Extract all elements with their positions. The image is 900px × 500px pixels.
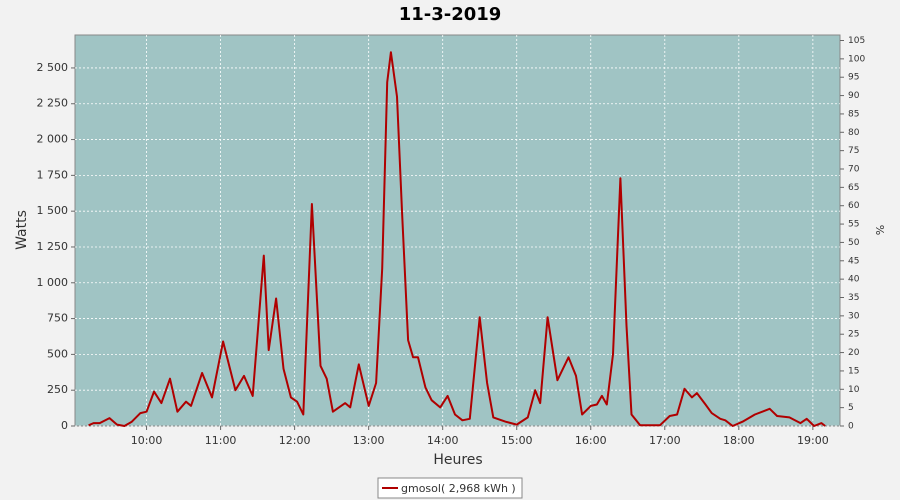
y-tick-label: 1 250 [37, 240, 69, 253]
x-tick-label: 10:00 [131, 434, 163, 447]
y2-tick-label: 15 [848, 366, 859, 376]
y-axis-label: Watts [14, 210, 30, 250]
x-axis-label: Heures [433, 452, 482, 468]
y2-tick-label: 100 [848, 54, 865, 64]
y-tick-label: 1 500 [37, 204, 69, 217]
y2-tick-label: 0 [848, 422, 854, 432]
y-tick-label: 750 [47, 312, 68, 325]
y-tick-label: 2 500 [37, 61, 69, 74]
y2-tick-label: 55 [848, 220, 859, 230]
y2-tick-label: 50 [848, 238, 860, 248]
x-tick-label: 14:00 [427, 434, 459, 447]
x-tick-label: 15:00 [501, 434, 533, 447]
y2-axis-label: % [874, 225, 887, 235]
legend-box [377, 477, 523, 499]
y-tick-label: 500 [47, 347, 68, 360]
y2-tick-label: 10 [848, 385, 860, 395]
x-tick-label: 12:00 [279, 434, 311, 447]
y-tick-label: 0 [61, 419, 68, 432]
y2-tick-label: 60 [848, 201, 860, 211]
y2-tick-label: 45 [848, 256, 859, 266]
data-line [88, 51, 826, 427]
y2-tick-label: 75 [848, 146, 859, 156]
y-tick-label: 250 [47, 383, 68, 396]
x-tick-label: 13:00 [353, 434, 385, 447]
y2-tick-label: 5 [848, 403, 854, 413]
y2-tick-label: 40 [848, 275, 860, 285]
y2-tick-label: 25 [848, 330, 859, 340]
y-tick-label: 2 250 [37, 97, 69, 110]
legend-label: gmosol( 2,968 kWh ) [401, 482, 516, 495]
y2-tick-label: 30 [848, 311, 860, 321]
chart-title: 11-3-2019 [399, 4, 502, 25]
y2-tick-label: 105 [848, 36, 865, 46]
y2-tick-label: 70 [848, 165, 860, 175]
x-tick-label: 17:00 [649, 434, 681, 447]
x-tick-label: 19:00 [797, 434, 829, 447]
x-tick-label: 18:00 [723, 434, 755, 447]
x-tick-label: 11:00 [205, 434, 237, 447]
y2-tick-label: 80 [848, 128, 860, 138]
x-tick-label: 16:00 [575, 434, 607, 447]
y-tick-label: 2 000 [37, 133, 69, 146]
y2-tick-label: 85 [848, 109, 859, 119]
y2-tick-label: 20 [848, 348, 860, 358]
y2-tick-label: 90 [848, 91, 860, 101]
y2-tick-label: 35 [848, 293, 859, 303]
y2-tick-label: 95 [848, 73, 859, 83]
plot-area [74, 34, 841, 427]
y-tick-label: 1 000 [37, 276, 69, 289]
y2-tick-label: 65 [848, 183, 859, 193]
y-tick-label: 1 750 [37, 168, 69, 181]
